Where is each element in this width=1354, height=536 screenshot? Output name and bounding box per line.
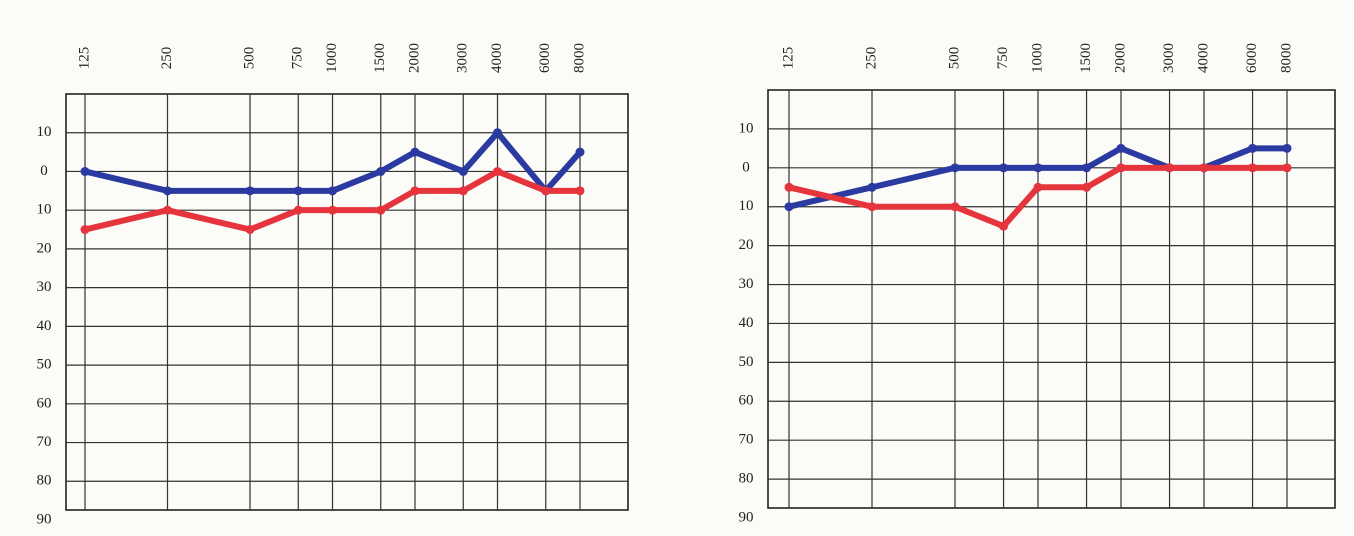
y-tick-label: 70 — [739, 432, 754, 448]
data-point — [1033, 182, 1043, 192]
data-point — [999, 163, 1009, 173]
data-point — [245, 225, 255, 235]
y-tick-label: 10 — [37, 124, 52, 140]
x-tick-label: 8000 — [571, 43, 587, 73]
data-point — [328, 186, 337, 196]
y-tick-label: 10 — [739, 198, 754, 214]
data-point — [458, 166, 468, 176]
x-tick-label: 250 — [863, 47, 879, 70]
data-point — [1033, 163, 1043, 173]
x-tick-label: 6000 — [1244, 43, 1260, 73]
y-tick-label: 10 — [739, 120, 754, 136]
data-point — [867, 182, 877, 192]
x-tick-label: 250 — [159, 47, 175, 70]
data-point — [493, 166, 502, 176]
x-tick-label: 6000 — [537, 43, 553, 73]
data-point — [293, 186, 303, 196]
data-point — [784, 202, 794, 212]
data-point — [867, 202, 877, 212]
data-point — [80, 225, 90, 235]
y-tick-label: 20 — [37, 240, 52, 256]
x-tick-label: 750 — [995, 47, 1011, 70]
y-tick-label: 10 — [37, 202, 52, 218]
data-point — [1199, 163, 1209, 173]
x-tick-label: 2000 — [1112, 43, 1128, 73]
data-point — [163, 186, 172, 196]
data-point — [376, 205, 386, 215]
y-tick-label: 60 — [739, 393, 754, 409]
data-point — [493, 128, 502, 138]
x-tick-label: 2000 — [406, 43, 422, 73]
data-point — [80, 166, 90, 176]
x-tick-label: 3000 — [455, 43, 471, 73]
y-tick-label: 60 — [37, 395, 52, 411]
data-point — [1248, 143, 1258, 153]
data-point — [950, 163, 960, 173]
y-tick-label: 70 — [37, 434, 52, 450]
x-tick-label: 4000 — [489, 43, 505, 73]
data-point — [950, 202, 960, 212]
data-point — [458, 186, 468, 196]
y-tick-label: 80 — [37, 473, 52, 489]
data-point — [541, 186, 551, 196]
y-tick-label: 40 — [739, 315, 754, 331]
data-point — [1248, 163, 1258, 173]
data-point — [1282, 163, 1292, 173]
data-point — [1116, 163, 1126, 173]
y-tick-label: 0 — [40, 163, 48, 179]
x-tick-label: 1500 — [372, 43, 388, 73]
x-tick-label: 4000 — [1195, 43, 1211, 73]
data-point — [1116, 143, 1126, 153]
y-tick-label: 20 — [739, 237, 754, 253]
x-tick-label: 1000 — [1029, 43, 1045, 73]
x-tick-label: 750 — [290, 47, 306, 70]
data-point — [163, 205, 172, 215]
y-tick-label: 50 — [37, 357, 52, 373]
x-tick-label: 8000 — [1278, 43, 1294, 73]
y-tick-label: 90 — [739, 509, 754, 525]
data-point — [1282, 143, 1292, 153]
plot-frame — [767, 89, 1336, 509]
plot-frame — [65, 93, 629, 511]
data-point — [1082, 182, 1092, 192]
data-point — [376, 166, 386, 176]
y-tick-label: 30 — [37, 279, 52, 295]
x-tick-label: 1000 — [324, 43, 340, 73]
data-point — [410, 186, 420, 196]
y-tick-label: 50 — [739, 354, 754, 370]
y-tick-label: 40 — [37, 318, 52, 334]
data-point — [328, 205, 337, 215]
y-tick-label: 30 — [739, 276, 754, 292]
x-tick-label: 125 — [780, 47, 796, 70]
y-tick-label: 90 — [37, 511, 52, 527]
y-tick-label: 0 — [742, 159, 750, 175]
x-tick-label: 1500 — [1078, 43, 1094, 73]
data-point — [575, 186, 585, 196]
y-tick-label: 80 — [739, 471, 754, 487]
x-tick-label: 500 — [241, 47, 257, 70]
data-point — [245, 186, 255, 196]
data-point — [1082, 163, 1092, 173]
x-tick-label: 3000 — [1161, 43, 1177, 73]
data-point — [575, 147, 585, 157]
x-tick-label: 125 — [76, 47, 92, 70]
data-point — [1165, 163, 1175, 173]
x-tick-label: 500 — [946, 47, 962, 70]
data-point — [293, 205, 303, 215]
data-point — [999, 221, 1009, 231]
data-point — [410, 147, 420, 157]
data-point — [784, 182, 794, 192]
